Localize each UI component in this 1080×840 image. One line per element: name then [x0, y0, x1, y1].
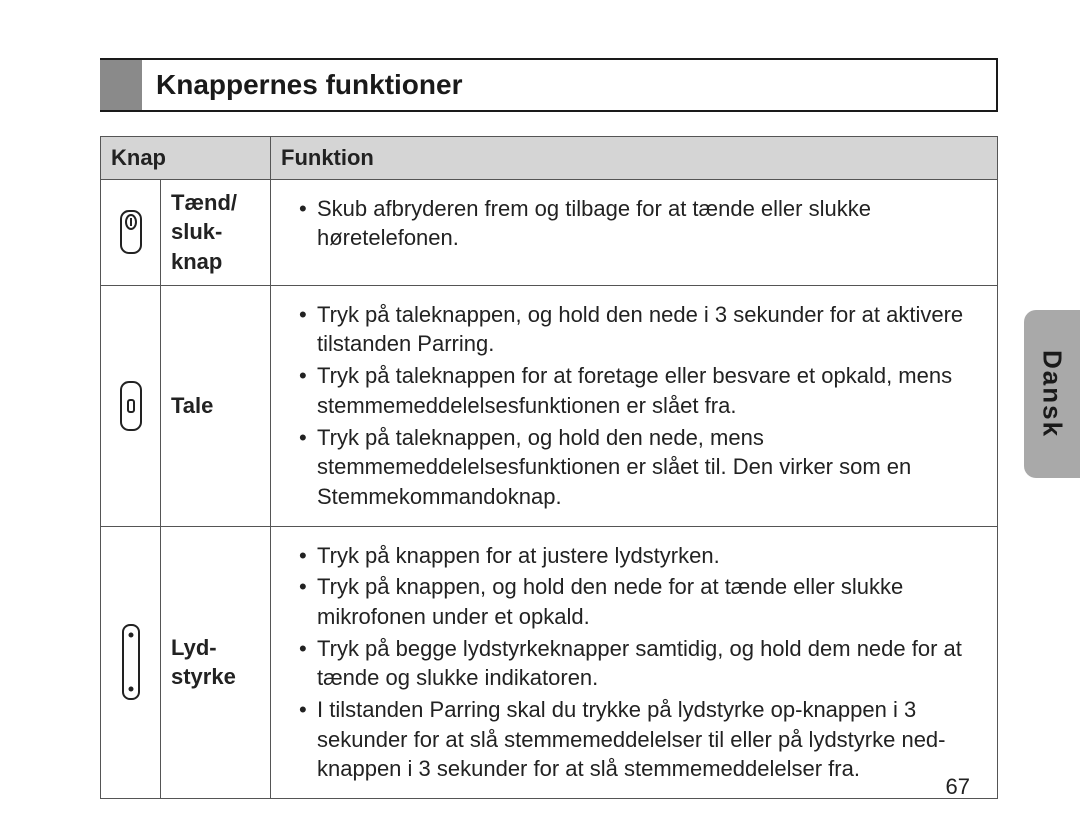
page-number: 67 [946, 774, 970, 800]
heading-container: Knappernes funktioner [100, 58, 998, 112]
label-text: Tænd/ sluk- knap [171, 190, 237, 274]
row-function: Tryk på taleknappen, og hold den nede i … [271, 285, 998, 526]
list-item: Tryk på taleknappen for at foretage elle… [299, 361, 983, 420]
heading-accent [100, 60, 142, 110]
col-header-funktion: Funktion [271, 137, 998, 180]
row-function: Tryk på knappen for at justere lydstyrke… [271, 526, 998, 799]
heading-text: Knappernes funktioner [156, 60, 462, 110]
talk-button-icon [101, 285, 161, 526]
table-row: Lyd- styrke Tryk på knappen for at juste… [101, 526, 998, 799]
row-label: Tale [161, 285, 271, 526]
list-item: I tilstanden Parring skal du trykke på l… [299, 695, 983, 784]
list-item: Tryk på begge lydstyrkeknapper samtidig,… [299, 634, 983, 693]
language-tab: Dansk [1024, 310, 1080, 478]
row-function: Skub afbryderen frem og tilbage for at t… [271, 179, 998, 285]
label-text: Tale [171, 393, 213, 418]
list-item: Tryk på taleknappen, og hold den nede, m… [299, 423, 983, 512]
list-item: Tryk på taleknappen, og hold den nede i … [299, 300, 983, 359]
row-label: Tænd/ sluk- knap [161, 179, 271, 285]
power-switch-icon [101, 179, 161, 285]
language-label: Dansk [1037, 350, 1068, 438]
volume-button-icon [101, 526, 161, 799]
table-row: Tænd/ sluk- knap Skub afbryderen frem og… [101, 179, 998, 285]
col-header-knap: Knap [101, 137, 271, 180]
row-label: Lyd- styrke [161, 526, 271, 799]
list-item: Tryk på knappen, og hold den nede for at… [299, 572, 983, 631]
label-text: Lyd- styrke [171, 635, 236, 690]
table-row: Tale Tryk på taleknappen, og hold den ne… [101, 285, 998, 526]
page: Knappernes funktioner Knap Funktion Tænd… [0, 0, 1080, 840]
list-item: Tryk på knappen for at justere lydstyrke… [299, 541, 983, 571]
functions-table: Knap Funktion Tænd/ sluk- knap Skub afbr… [100, 136, 998, 799]
list-item: Skub afbryderen frem og tilbage for at t… [299, 194, 983, 253]
